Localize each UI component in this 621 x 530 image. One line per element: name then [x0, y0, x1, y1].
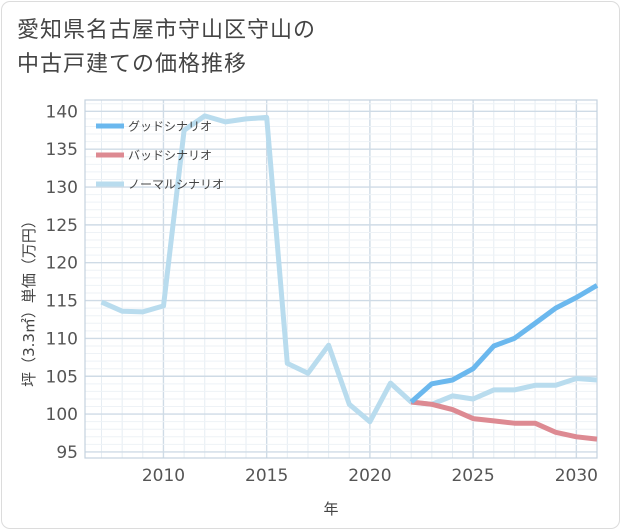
- y-tick-label: 100: [46, 405, 78, 425]
- legend-label: グッドシナリオ: [128, 120, 212, 134]
- y-tick-label: 95: [56, 443, 78, 463]
- tick-label-layer: 95 100 105 110 115 120 125 130 135 140 2010 2015 202…: [46, 102, 598, 486]
- chart-title-line-2: 中古戸建ての価格推移: [17, 52, 248, 77]
- x-axis-title: 年: [323, 500, 338, 518]
- y-tick-label: 135: [46, 140, 78, 160]
- series-line-1: [410, 399, 598, 442]
- y-tick-label: 115: [46, 292, 78, 312]
- series-line-2: [100, 113, 598, 425]
- y-tick-label: 130: [46, 178, 78, 198]
- chart-title-line-1: 愛知県名古屋市守山区守山の: [17, 18, 317, 43]
- x-tick-label: 2025: [451, 466, 494, 486]
- y-tick-label: 140: [46, 102, 78, 122]
- series-line-0: [409, 283, 599, 404]
- y-tick-label: 105: [46, 367, 78, 387]
- grid-layer: [84, 99, 598, 459]
- y-axis-title: 坪（3.3㎡）単価（万円）: [20, 213, 38, 387]
- legend-label: バッドシナリオ: [128, 149, 212, 163]
- chart-title: 愛知県名古屋市守山区守山の 中古戸建ての価格推移: [17, 14, 437, 82]
- y-tick-label: 125: [46, 216, 78, 236]
- x-tick-label: 2015: [245, 466, 288, 486]
- y-tick-label: 120: [46, 254, 78, 274]
- y-tick-label: 110: [46, 329, 78, 349]
- x-tick-label: 2020: [348, 466, 391, 486]
- x-tick-label: 2030: [555, 466, 598, 486]
- plot-area-border: [84, 99, 598, 459]
- series-layer: [100, 113, 599, 442]
- x-tick-label: 2010: [142, 466, 185, 486]
- legend-label: ノーマルシナリオ: [128, 178, 224, 192]
